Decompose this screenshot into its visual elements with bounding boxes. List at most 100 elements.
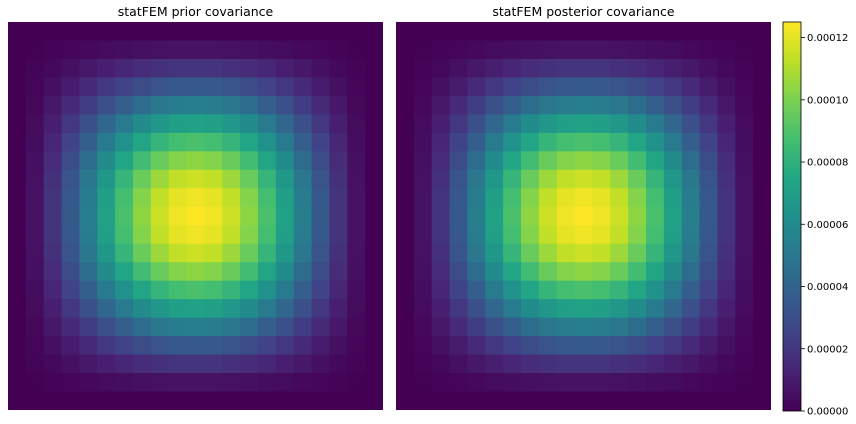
heatmap-cell xyxy=(61,95,81,115)
heatmap-cell xyxy=(168,391,188,410)
heatmap-cell xyxy=(663,299,683,319)
heatmap-cell xyxy=(115,77,134,97)
heatmap-cell xyxy=(681,336,701,356)
heatmap-cell xyxy=(275,22,295,42)
heatmap-cell xyxy=(222,40,241,60)
heatmap-cell xyxy=(61,132,81,152)
heatmap-cell xyxy=(79,317,98,337)
heatmap-cell xyxy=(293,40,313,60)
heatmap-cell xyxy=(413,22,433,42)
heatmap-cell xyxy=(258,299,277,319)
heatmap-cell xyxy=(521,114,540,134)
heatmap-cell xyxy=(503,262,522,282)
heatmap-cell xyxy=(258,95,277,115)
heatmap-cell xyxy=(735,22,754,42)
heatmap-cell xyxy=(467,354,486,374)
heatmap-cell xyxy=(449,206,469,226)
heatmap-cell xyxy=(681,317,701,337)
heatmap-cell xyxy=(293,280,313,300)
heatmap-cell xyxy=(222,169,241,189)
heatmap-cell xyxy=(485,354,504,374)
heatmap-cell xyxy=(133,299,152,319)
heatmap-cell xyxy=(43,262,63,282)
heatmap-cell xyxy=(646,336,665,356)
heatmap-cell xyxy=(240,391,259,410)
heatmap-cell xyxy=(133,132,152,152)
heatmap-cell xyxy=(8,77,27,97)
heatmap-cell xyxy=(628,58,647,79)
heatmap-cell xyxy=(168,188,188,208)
heatmap-cell xyxy=(258,336,277,356)
heatmap-cell xyxy=(467,280,486,300)
heatmap-cell xyxy=(681,58,701,79)
heatmap-cell xyxy=(168,299,188,319)
heatmap-cell xyxy=(628,114,647,134)
heatmap-cell xyxy=(396,58,415,79)
heatmap-cell xyxy=(204,354,223,374)
heatmap-cell xyxy=(663,132,683,152)
heatmap-cell xyxy=(574,206,594,226)
heatmap-cell xyxy=(467,206,486,226)
heatmap-cell xyxy=(610,22,629,42)
heatmap-cell xyxy=(347,354,366,374)
heatmap-cell xyxy=(717,22,736,42)
heatmap-cell xyxy=(681,151,701,171)
heatmap-cell xyxy=(240,299,259,319)
heatmap-cell xyxy=(592,188,611,208)
heatmap-cell xyxy=(79,280,98,300)
heatmap-cell xyxy=(25,280,45,300)
heatmap-cell xyxy=(329,354,348,374)
heatmap-cell xyxy=(186,22,206,42)
heatmap-cell xyxy=(431,77,451,97)
heatmap-cell xyxy=(699,391,719,410)
heatmap-cell xyxy=(240,354,259,374)
heatmap-cell xyxy=(365,299,383,319)
heatmap-cell xyxy=(222,280,241,300)
heatmap-cell xyxy=(329,262,348,282)
heatmap-cell xyxy=(115,114,134,134)
heatmap-cell xyxy=(43,336,63,356)
heatmap-cell xyxy=(503,336,522,356)
heatmap-cell xyxy=(413,40,433,60)
heatmap-cell xyxy=(485,169,504,189)
heatmap-cell xyxy=(646,169,665,189)
heatmap-cell xyxy=(186,169,206,189)
heatmap-cell xyxy=(365,95,383,115)
heatmap-cell xyxy=(699,299,719,319)
heatmap-cell xyxy=(753,206,771,226)
heatmap-cell xyxy=(311,151,331,171)
heatmap-cell xyxy=(115,225,134,245)
heatmap-cell xyxy=(97,354,116,374)
heatmap-cell xyxy=(204,40,223,60)
heatmap-cell xyxy=(431,336,451,356)
heatmap-cell xyxy=(133,22,152,42)
heatmap-cell xyxy=(168,114,188,134)
heatmap-cell xyxy=(79,299,98,319)
heatmap-cell xyxy=(258,77,277,97)
heatmap-cell xyxy=(25,225,45,245)
heatmap-cell xyxy=(275,114,295,134)
heatmap-cell xyxy=(503,40,522,60)
heatmap-cell xyxy=(681,40,701,60)
heatmap-cell xyxy=(222,114,241,134)
heatmap-cell xyxy=(646,317,665,337)
heatmap-cell xyxy=(275,188,295,208)
heatmap-cell xyxy=(240,22,259,42)
heatmap-cell xyxy=(574,225,594,245)
heatmap-cell xyxy=(521,151,540,171)
heatmap-cell xyxy=(556,114,576,134)
heatmap-cell xyxy=(610,58,629,79)
heatmap-cell xyxy=(150,95,170,115)
heatmap-cell xyxy=(503,354,522,374)
heatmap-cell xyxy=(204,299,223,319)
heatmap-cell xyxy=(97,169,116,189)
heatmap-cell xyxy=(396,299,415,319)
heatmap-cell xyxy=(681,77,701,97)
heatmap-cell xyxy=(753,132,771,152)
heatmap-cell xyxy=(503,391,522,410)
heatmap-cell xyxy=(258,317,277,337)
heatmap-cell xyxy=(449,114,469,134)
heatmap-cell xyxy=(681,169,701,189)
heatmap-cell xyxy=(204,280,223,300)
heatmap-cell xyxy=(753,243,771,263)
